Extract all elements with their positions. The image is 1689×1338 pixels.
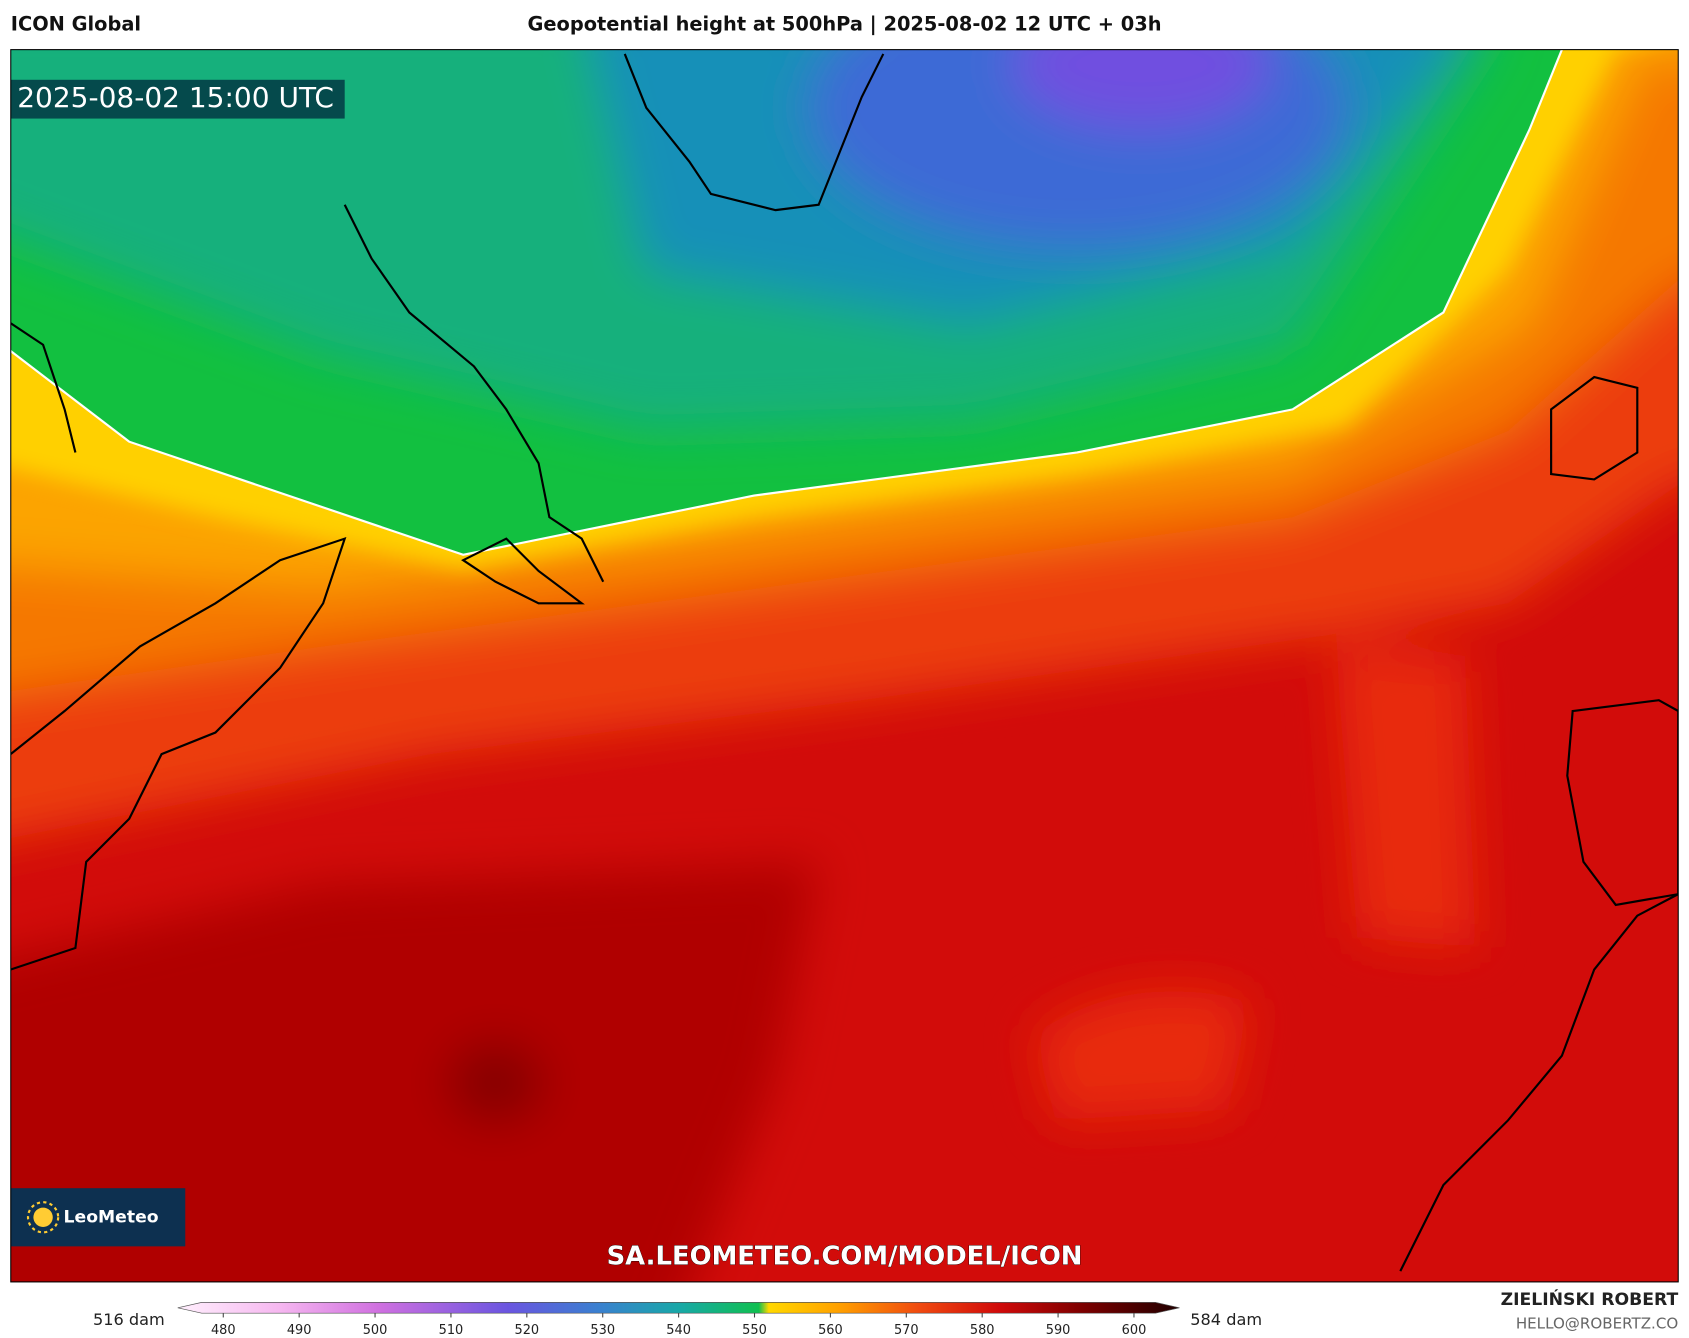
colorbar-tick-label: 520 xyxy=(515,1323,540,1338)
map-frame xyxy=(10,49,1679,1283)
coastlines xyxy=(10,53,1679,1272)
colorbar-tick-label: 480 xyxy=(211,1323,236,1338)
colorbar-tick-label: 600 xyxy=(1122,1323,1147,1338)
colorbar-tick-label: 570 xyxy=(894,1323,919,1338)
colorbar-tick-label: 510 xyxy=(439,1323,464,1338)
logo-sun xyxy=(33,1207,53,1227)
timestamp: 2025-08-02 15:00 UTC xyxy=(17,81,334,114)
model-name: ICON Global xyxy=(11,12,141,35)
source-url: SA.LEOMETEO.COM/MODEL/ICON xyxy=(607,1242,1083,1272)
map-title: Geopotential height at 500hPa | 2025-08-… xyxy=(527,12,1161,35)
colorbar-tick-label: 580 xyxy=(970,1323,995,1338)
logo-rays xyxy=(26,1201,60,1234)
colorbar-min-label: 516 dam xyxy=(93,1310,165,1329)
colorbar-tick-label: 500 xyxy=(363,1323,388,1338)
colorbar-bar xyxy=(177,1302,1180,1314)
colorbar-tick-label: 550 xyxy=(742,1323,767,1338)
colorbar-tick-label: 590 xyxy=(1046,1323,1071,1338)
email: HELLO@ROBERTZ.CO xyxy=(1516,1314,1679,1332)
author: ZIELIŃSKI ROBERT xyxy=(1501,1288,1679,1310)
colorbar-tick-label: 540 xyxy=(666,1323,691,1338)
colorbar-max-label: 584 dam xyxy=(1190,1310,1262,1329)
logo-text: LeoMeteo xyxy=(64,1207,159,1227)
colorbar-tick-label: 560 xyxy=(818,1323,843,1338)
timestamp-box xyxy=(10,79,345,119)
colorbar-tick-label: 530 xyxy=(590,1323,615,1338)
colorbar: 480 490 500 510 520 530 540 550 560 570 580 590 600 xyxy=(177,1302,1180,1338)
colorbar-tick-label: 490 xyxy=(287,1323,312,1338)
